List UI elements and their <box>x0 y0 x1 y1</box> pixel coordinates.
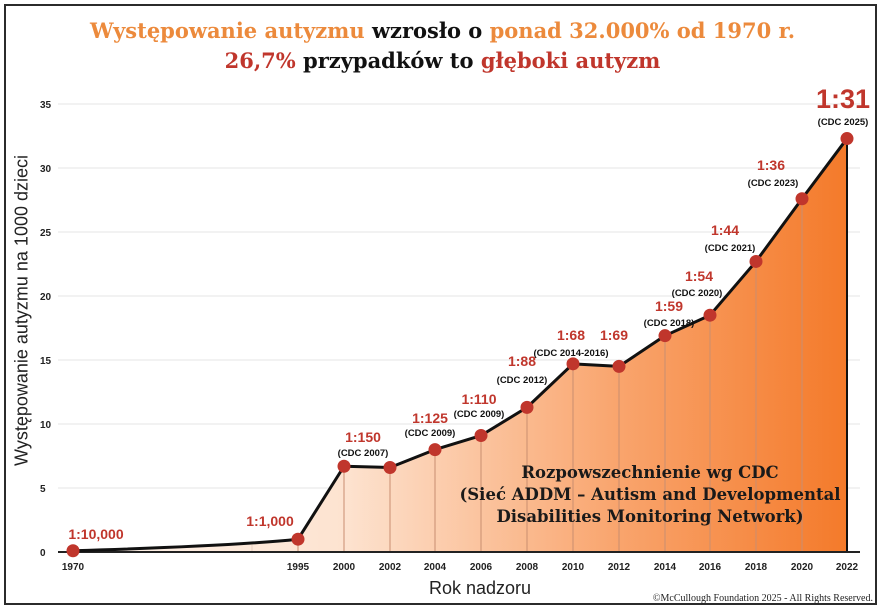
source-label: (CDC 2023) <box>748 178 799 189</box>
data-point-marker <box>566 357 580 371</box>
data-point-marker <box>428 443 442 457</box>
source-label: (CDC 2020) <box>672 288 723 299</box>
source-label: (CDC 2009) <box>405 428 456 439</box>
x-tick-label: 2010 <box>562 562 585 573</box>
x-tick-label: 2016 <box>699 562 722 573</box>
source-line-3: Disabilities Monitoring Network) <box>496 507 804 526</box>
ratio-label: 1:59 <box>655 298 683 314</box>
x-tick-label: 2004 <box>424 562 447 573</box>
ratio-label: 1:54 <box>685 268 713 284</box>
area-path <box>73 138 847 552</box>
y-tick-label: 0 <box>40 548 46 559</box>
y-axis-label: Występowanie autyzmu na 1000 dzieci <box>11 155 32 467</box>
ratio-label: 1:150 <box>345 429 381 445</box>
source-label: (CDC 2018) <box>644 318 695 329</box>
source-line-1: Rozpowszechnienie wg CDC <box>521 463 779 482</box>
ratio-label: 1:36 <box>757 157 785 173</box>
data-point-marker <box>66 544 80 558</box>
source-label: (CDC 2007) <box>338 448 389 459</box>
x-axis-ticks: 1970 1995 2000 2002 2004 2006 2008 2010 2012 2014… <box>62 562 859 573</box>
y-tick-label: 20 <box>40 292 52 303</box>
ratio-label: 1:69 <box>600 327 628 343</box>
ratio-label: 1:68 <box>557 327 585 343</box>
source-line-2: (Sieć ADDM – Autism and Developmental <box>459 485 841 504</box>
y-tick-label: 10 <box>40 420 52 431</box>
drop-lines <box>251 138 848 552</box>
data-point-marker <box>520 400 534 414</box>
ratio-label: 1:31 <box>816 84 870 114</box>
title-text-1: wzrosło o <box>364 18 490 43</box>
source-label: (CDC 2025) <box>818 117 869 128</box>
title-highlight-3: 26,7% <box>224 48 296 73</box>
ratio-label: 1:88 <box>508 353 536 369</box>
line-path <box>71 137 849 553</box>
ratio-label: 1:10,000 <box>68 526 123 542</box>
ratio-label: 1:44 <box>711 222 739 238</box>
data-point-marker <box>291 532 305 546</box>
source-note: Rozpowszechnienie wg CDC (Sieć ADDM – Au… <box>400 462 885 528</box>
title-text-2: przypadków to <box>295 48 481 73</box>
y-tick-label: 30 <box>40 164 52 175</box>
data-point-marker <box>749 254 763 268</box>
x-tick-label: 1970 <box>62 562 85 573</box>
source-label: (CDC 2021) <box>705 243 756 254</box>
x-tick-label: 1995 <box>287 562 310 573</box>
y-tick-label: 15 <box>40 356 52 367</box>
data-labels: 1:10,000 1:1,000 1:150 (CDC 2007) 1:125 (CDC … <box>68 84 870 542</box>
data-point-marker <box>337 459 351 473</box>
x-tick-label: 2022 <box>836 562 859 573</box>
x-axis-label: Rok nadzoru <box>428 578 532 598</box>
y-tick-label: 5 <box>40 484 46 495</box>
y-tick-label: 25 <box>40 228 52 239</box>
chart-title-line1: Występowanie autyzmu wzrosło o ponad 32.… <box>0 18 885 43</box>
data-point-marker <box>703 308 717 322</box>
title-highlight-4: głęboki autyzm <box>480 48 661 73</box>
ratio-label: 1:1,000 <box>246 513 294 529</box>
data-point-marker <box>612 359 626 373</box>
y-tick-label: 35 <box>40 100 52 111</box>
x-tick-label: 2008 <box>516 562 539 573</box>
x-tick-label: 2014 <box>654 562 677 573</box>
area-fill <box>73 138 847 552</box>
data-point-marker <box>840 132 854 146</box>
x-tick-label: 2006 <box>470 562 493 573</box>
x-tick-label: 2020 <box>791 562 814 573</box>
source-label: (CDC 2009) <box>454 409 505 420</box>
data-point-marker <box>795 192 809 206</box>
ratio-label: 1:110 <box>461 391 496 407</box>
x-tick-label: 2000 <box>333 562 356 573</box>
title-highlight-2: ponad 32.000% od 1970 r. <box>489 18 796 43</box>
data-points <box>66 132 854 558</box>
copyright-notice: ©McCullough Foundation 2025 - All Rights… <box>652 593 873 604</box>
ratio-label: 1:125 <box>412 410 448 426</box>
data-point-marker <box>383 461 397 475</box>
data-line <box>71 137 849 553</box>
data-point-marker <box>658 329 672 343</box>
y-axis-ticks: 0 5 10 15 20 25 30 35 <box>40 100 52 559</box>
data-point-marker <box>474 429 488 443</box>
chart-title-line2: 26,7% przypadków to głęboki autyzm <box>0 48 885 73</box>
source-label: (CDC 2012) <box>497 375 548 386</box>
x-tick-label: 2018 <box>745 562 768 573</box>
title-highlight-1: Występowanie autyzmu <box>89 18 365 43</box>
source-label: (CDC 2014-2016) <box>534 348 609 359</box>
x-tick-label: 2012 <box>608 562 631 573</box>
x-tick-label: 2002 <box>379 562 402 573</box>
